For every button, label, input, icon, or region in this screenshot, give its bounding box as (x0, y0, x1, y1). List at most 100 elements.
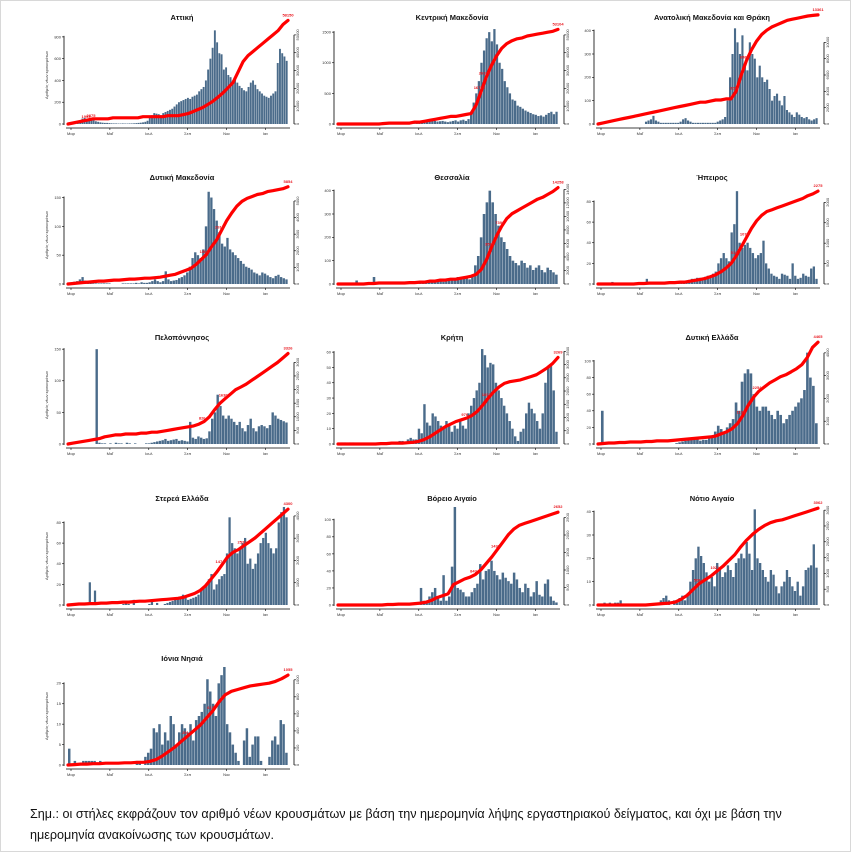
bar (758, 410, 762, 444)
bar (282, 724, 285, 765)
y-tick-label: 50 (327, 365, 332, 370)
bar (228, 249, 232, 284)
bar (748, 42, 751, 125)
x-tick-label: Νοε (493, 612, 500, 617)
y2-tick-label: 1000 (295, 262, 300, 272)
bar (239, 260, 243, 284)
bar (732, 577, 735, 605)
bar (647, 120, 650, 124)
x-tick-label: Μαρ (597, 451, 606, 456)
bar (702, 563, 705, 605)
bar (125, 442, 129, 444)
y-tick-label: 0 (59, 441, 62, 446)
bar (93, 590, 97, 605)
bar (108, 283, 111, 284)
bar (207, 69, 210, 124)
x-tick-label: Νοε (223, 772, 230, 777)
y-tick-label: 80 (327, 534, 332, 539)
bar (711, 273, 715, 284)
bar (189, 598, 192, 605)
y-tick-label: 40 (587, 509, 592, 514)
bar (791, 263, 794, 284)
y-tick-label: 0 (589, 121, 592, 126)
y2-tick-label: 6000 (825, 70, 830, 80)
bar (433, 587, 437, 605)
bar (246, 563, 249, 605)
y-tick-label: 400 (324, 188, 331, 193)
bar (256, 553, 260, 605)
bar (706, 275, 709, 284)
y-tick-label: 40 (57, 561, 62, 566)
cumulative-label: 2875 (87, 113, 97, 118)
bar (169, 281, 173, 284)
bar (683, 600, 687, 605)
bar (515, 579, 519, 605)
y2-tick-label: 0 (825, 442, 830, 445)
chart-title: Δυτική Μακεδονία (150, 173, 215, 182)
x-tick-label: Μαΐ (637, 291, 645, 296)
x-tick-label: Μαρ (337, 612, 346, 617)
y2-tick-label: 10000 (295, 100, 300, 112)
bar (812, 385, 815, 444)
bar (803, 118, 806, 124)
bar (526, 111, 530, 124)
bar (519, 431, 522, 444)
bar (778, 278, 781, 284)
bar (128, 123, 131, 124)
bar (120, 443, 123, 444)
bar (184, 596, 187, 605)
bar (213, 30, 216, 125)
bar (272, 93, 275, 124)
bar (733, 224, 736, 284)
cumulative-line (336, 27, 560, 126)
bar (791, 410, 794, 444)
bar (236, 82, 239, 124)
bar (721, 577, 724, 605)
bar (234, 752, 237, 765)
bar (462, 119, 465, 124)
bar (733, 28, 737, 124)
bar (137, 283, 141, 284)
bar (258, 275, 261, 284)
x-tick-label: Μαρ (337, 131, 346, 136)
bar (448, 596, 451, 605)
bar (233, 548, 236, 605)
bar (724, 572, 727, 605)
y2-tick-label: 1000 (825, 568, 830, 578)
bar (234, 255, 237, 284)
bar (445, 600, 448, 605)
y-tick-label: 10 (327, 426, 332, 431)
bar (134, 443, 137, 444)
bar (669, 122, 672, 124)
bar (757, 255, 760, 284)
cumulative-total-label: 3269 (554, 349, 564, 354)
y2-tick-label: 1000 (295, 578, 300, 588)
y-tick-label: 50 (57, 253, 62, 258)
bar (490, 41, 493, 124)
bar (453, 278, 457, 284)
bar (764, 263, 768, 284)
bar (702, 439, 705, 444)
bar (183, 440, 186, 444)
bar (431, 413, 434, 444)
bar (181, 594, 185, 605)
bar (151, 115, 153, 124)
x-tick-label: Μαρ (67, 291, 76, 296)
bar (256, 89, 259, 124)
bar (271, 278, 275, 284)
bar (521, 592, 524, 605)
chart-svg: Δυτική Μακεδονία Αριθμός νέων κρουσμάτων 0… (44, 173, 300, 296)
bar (773, 419, 777, 444)
cumulative-label: 291 (182, 730, 189, 735)
bar (92, 120, 95, 124)
bar (254, 736, 257, 765)
bar (768, 89, 771, 124)
y2-tick-label: 2500 (565, 512, 570, 522)
bar (708, 437, 711, 444)
y2-tick-label: 4000 (295, 511, 300, 521)
cumulative-label: 509 (694, 578, 701, 583)
bar (220, 243, 224, 284)
y-tick-label: 100 (324, 258, 331, 263)
y2-tick-label: 2000 (825, 197, 830, 207)
bar (549, 364, 553, 444)
